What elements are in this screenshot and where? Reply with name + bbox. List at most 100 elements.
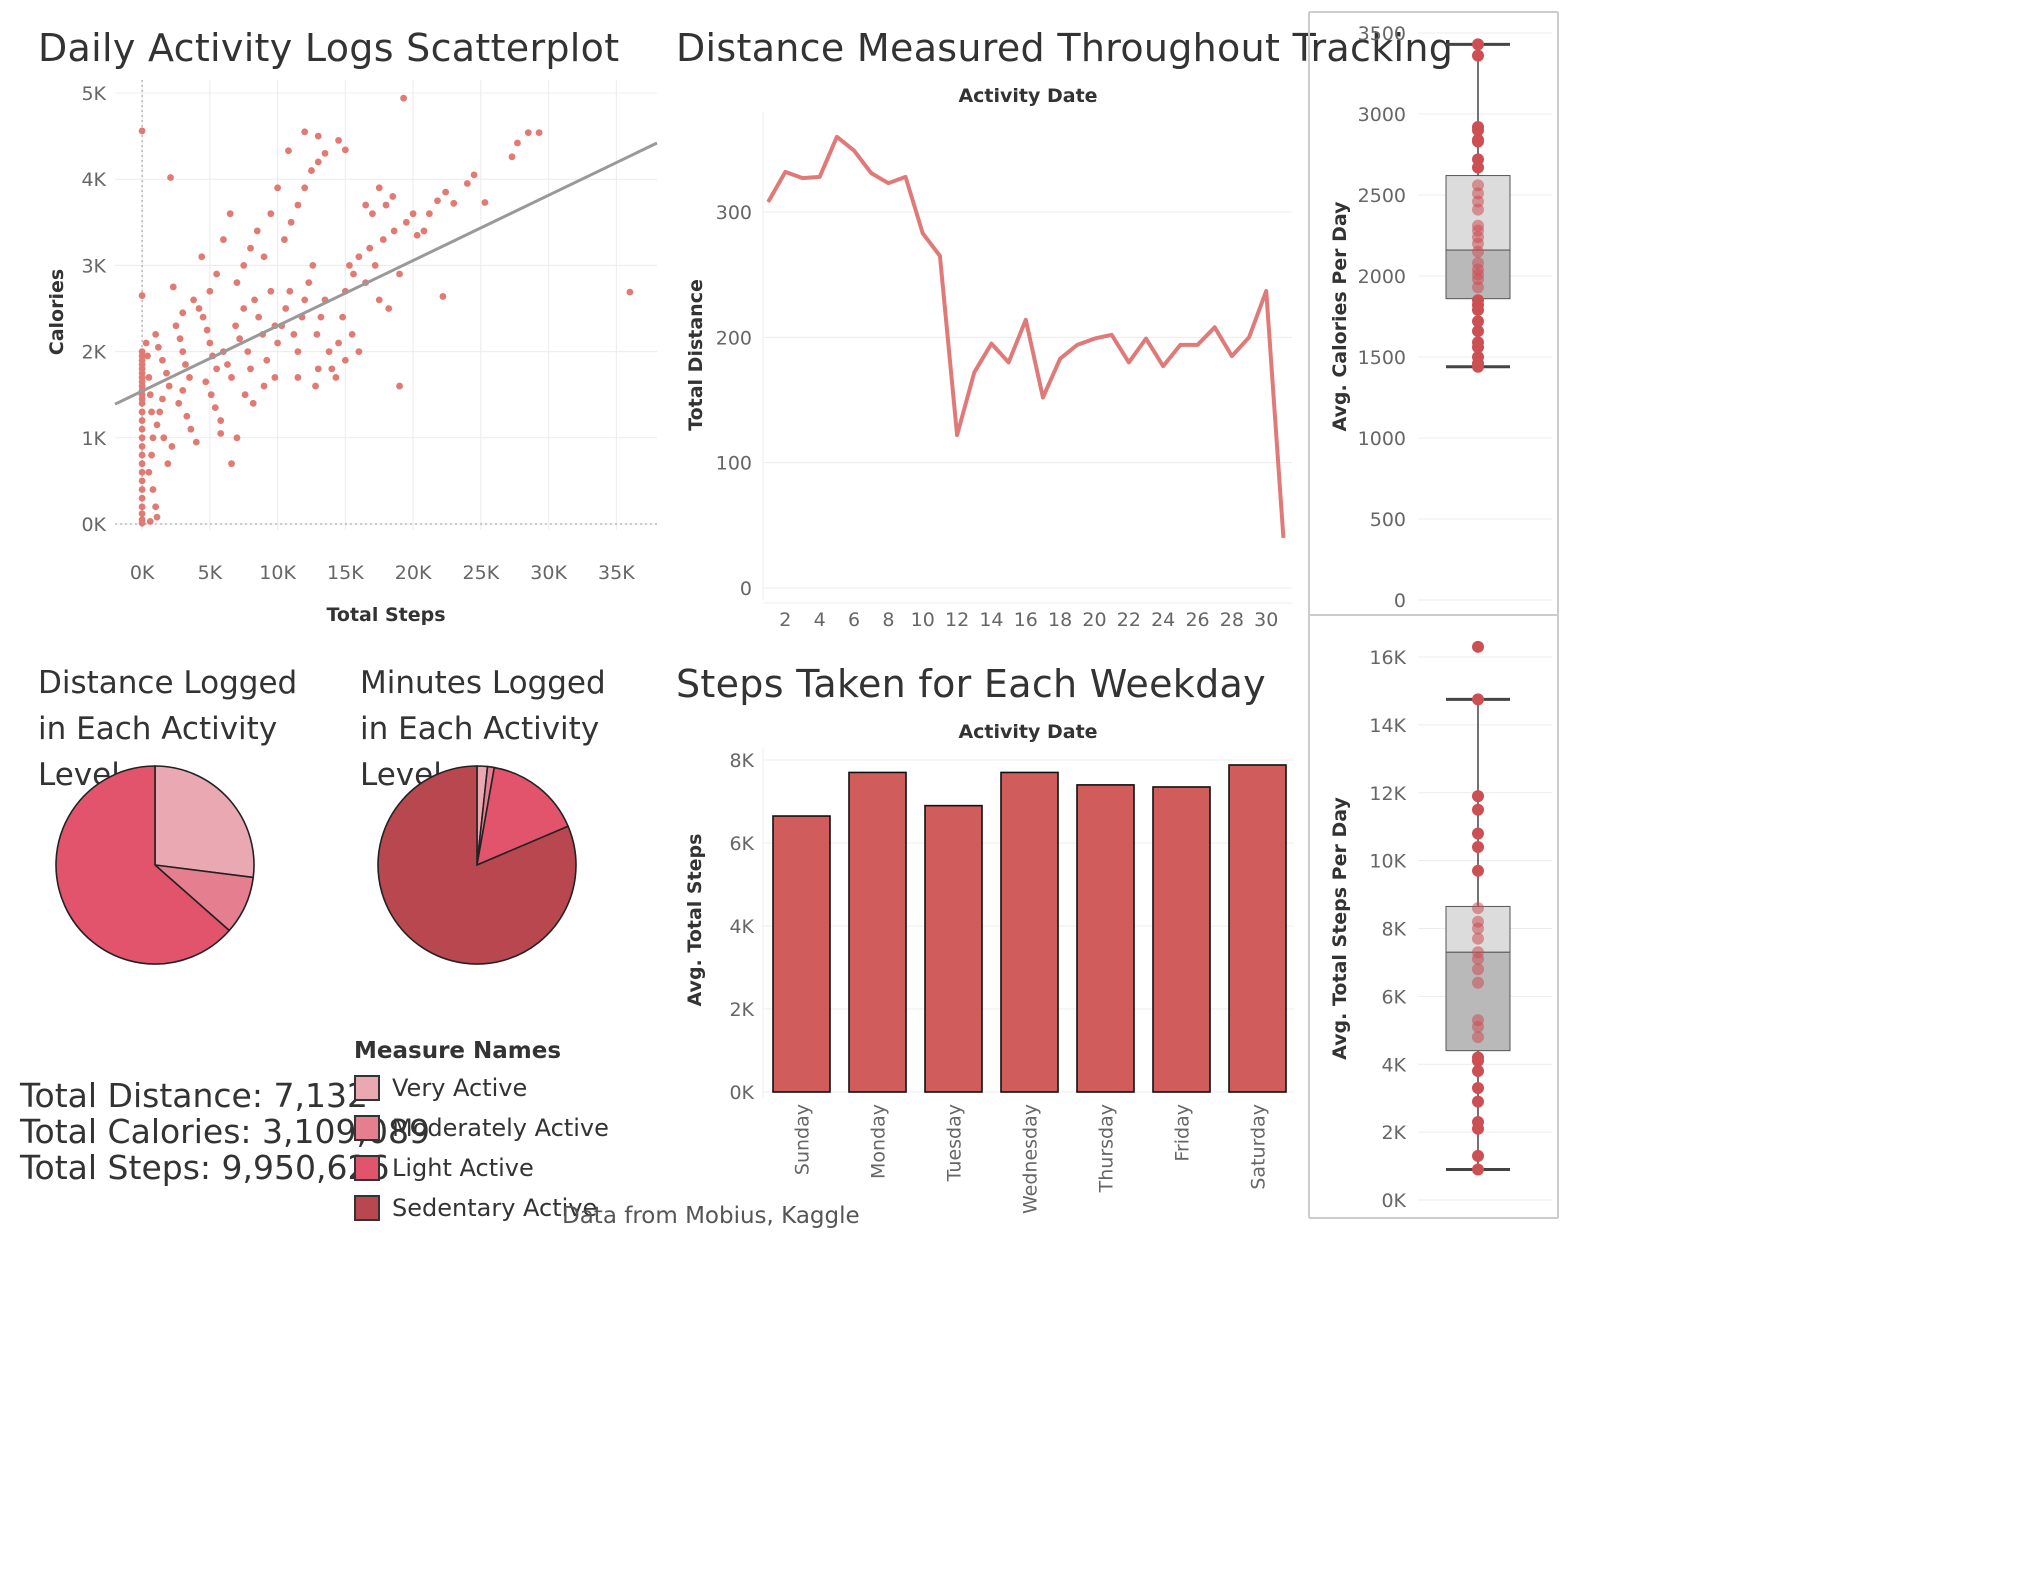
scatter-point (341, 356, 349, 364)
x-tick-label: 30 (1254, 609, 1278, 631)
scatter-point (355, 348, 363, 355)
scatter-point (396, 270, 403, 278)
scatter-point (413, 231, 421, 239)
x-tick-label: Sunday (792, 1104, 814, 1175)
scatter-point (217, 430, 225, 437)
scatter-point (145, 468, 153, 476)
scatter-point (402, 218, 410, 226)
data-point (1472, 1014, 1484, 1027)
scatter-point (286, 287, 294, 295)
x-tick-label: Friday (1172, 1104, 1194, 1162)
scatter-point (309, 262, 317, 269)
y-tick-label: 2500 (1358, 185, 1406, 207)
scatter-point (260, 382, 268, 390)
scatter-point (146, 391, 154, 399)
y-tick-label: 1500 (1358, 347, 1406, 369)
data-point (1472, 153, 1484, 166)
scatter-point (167, 174, 174, 181)
scatter-point (247, 244, 254, 252)
scatter-point (138, 468, 146, 476)
x-tick-label: 2 (779, 609, 791, 631)
x-tick-label: 28 (1220, 609, 1244, 631)
scatter-point (389, 193, 397, 200)
x-tick-label: Tuesday (944, 1104, 966, 1182)
scatter-point (260, 253, 268, 261)
scatter-point (148, 408, 155, 416)
legend-item-light-active[interactable]: Light Active (354, 1148, 609, 1188)
y-axis-label: Avg. Total Steps Per Day (1329, 797, 1351, 1060)
box-plot-steps: 0K 2K 4K 6K 8K 10K 12K 14K 16K Avg. Total Steps P… (1308, 610, 1559, 1219)
data-source-footer: Data from Mobius, Kaggle (562, 1203, 860, 1229)
data-point (1472, 864, 1484, 877)
scatter-point (199, 313, 207, 321)
x-tick-label: Wednesday (1020, 1104, 1042, 1214)
data-point (1472, 179, 1484, 192)
scatter-point (385, 305, 393, 312)
scatter-point (172, 322, 180, 330)
scatter-point (138, 443, 146, 450)
data-point (1472, 790, 1484, 803)
y-tick-label: 0 (1394, 590, 1406, 612)
y-tick-label: 8K (729, 750, 754, 772)
scatter-point (247, 365, 254, 373)
y-tick-label: 16K (1369, 647, 1406, 669)
data-point (1472, 915, 1484, 928)
scatter-point (168, 443, 176, 450)
scatter-point (450, 199, 458, 207)
y-tick-label: 3500 (1358, 23, 1406, 45)
x-tick-label: 22 (1117, 609, 1141, 631)
kpi-total-calories: Total Calories: 3,109,089 (20, 1112, 430, 1151)
scatter-point (226, 210, 234, 218)
x-tick-label: 6 (848, 609, 860, 631)
scatter-point (375, 184, 383, 192)
legend-label: Sedentary Active (392, 1194, 598, 1222)
scatter-point (203, 326, 211, 334)
scatter-point (317, 313, 325, 321)
scatter-point (400, 94, 408, 102)
scatter-point (159, 356, 166, 364)
scatter-point (198, 253, 206, 261)
scatter-point (481, 199, 489, 206)
scatter-point (626, 288, 634, 296)
scatter-point (138, 519, 146, 527)
scatter-chart: 0K 1K 2K 3K 4K 5K 0K 5K 10K 15K 20K 25K 30K 35K Total … (46, 80, 658, 626)
scatter-point (267, 287, 275, 295)
series-line (766, 134, 1286, 539)
scatter-point (146, 518, 154, 525)
scatter-point (312, 382, 319, 390)
data-point (1472, 1065, 1484, 1078)
scatter-point (154, 343, 162, 351)
scatter-point (206, 339, 214, 347)
scatter-point (213, 365, 221, 373)
y-tick-label: 3K (81, 255, 106, 277)
legend-item-moderately-active[interactable]: Moderately Active (354, 1108, 609, 1148)
trend-line (114, 141, 658, 406)
scatter-point (314, 365, 322, 373)
scatter-point (348, 330, 356, 338)
bar (1228, 764, 1287, 1093)
bar (772, 815, 831, 1093)
scatter-point (325, 348, 333, 355)
scatter-point (251, 296, 258, 304)
kpi-total-distance: Total Distance: 7,132 (20, 1076, 368, 1115)
scatter-point (138, 503, 146, 511)
pie-minutes-title: Minutes Logged in Each Activity Level (360, 665, 606, 793)
legend-item-very-active[interactable]: Very Active (354, 1068, 609, 1108)
x-tick-label: Thursday (1096, 1104, 1118, 1193)
scatter-point (224, 361, 231, 368)
scatter-point (190, 296, 197, 304)
scatter-point (362, 201, 370, 209)
pie-chart-distance (55, 765, 255, 965)
data-point (1472, 1163, 1484, 1176)
scatter-point (159, 395, 166, 403)
legend-item-sedentary-active[interactable]: Sedentary Active (354, 1188, 609, 1228)
data-point (1472, 932, 1484, 945)
scatter-point (369, 210, 376, 218)
x-axis-label: Total Steps (326, 604, 445, 626)
data-point (1472, 336, 1484, 349)
kpi-total-steps: Total Steps: 9,950,626 (20, 1148, 390, 1187)
scatter-point (233, 279, 241, 287)
scatter-point (138, 417, 146, 424)
y-axis-label: Avg. Calories Per Day (1329, 201, 1351, 432)
y-tick-label: 100 (716, 453, 752, 475)
